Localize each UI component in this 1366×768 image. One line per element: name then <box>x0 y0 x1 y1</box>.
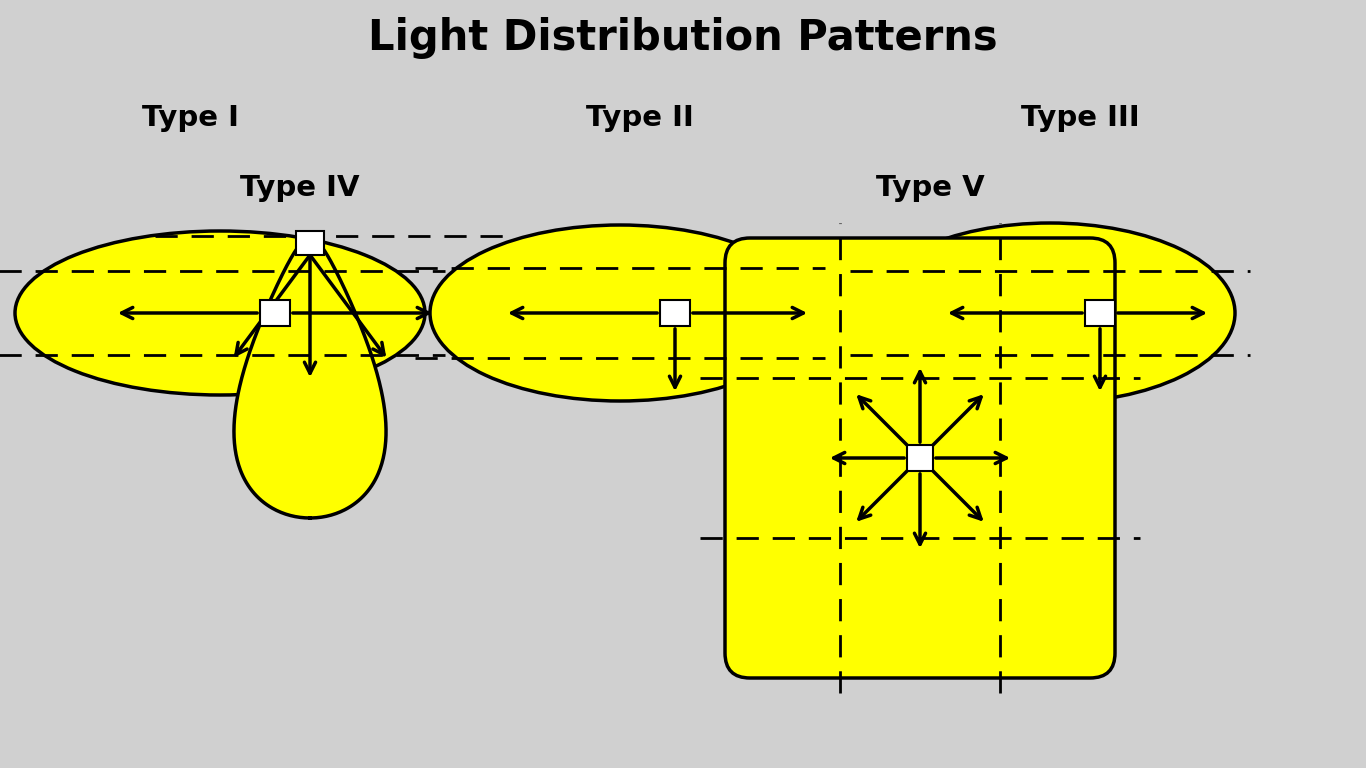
Bar <box>660 300 690 326</box>
Text: Type III: Type III <box>1020 104 1139 132</box>
Bar <box>907 445 933 471</box>
FancyBboxPatch shape <box>725 238 1115 678</box>
Ellipse shape <box>15 231 425 395</box>
Bar <box>260 300 290 326</box>
Bar <box>296 231 324 255</box>
Ellipse shape <box>430 225 810 401</box>
Text: Type II: Type II <box>586 104 694 132</box>
Polygon shape <box>234 238 387 518</box>
Text: Type IV: Type IV <box>240 174 359 202</box>
Text: Type I: Type I <box>142 104 239 132</box>
Ellipse shape <box>865 223 1235 403</box>
Text: Type V: Type V <box>876 174 985 202</box>
Text: Light Distribution Patterns: Light Distribution Patterns <box>369 17 997 59</box>
Bar <box>1085 300 1115 326</box>
